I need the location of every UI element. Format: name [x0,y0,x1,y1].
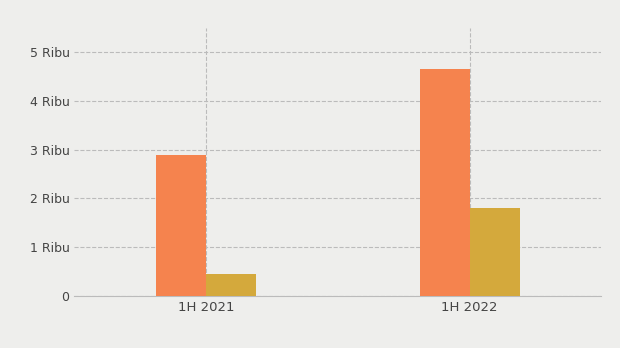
Bar [420,69,470,296]
Bar [156,155,206,296]
Bar [470,208,520,296]
Bar [206,274,256,296]
